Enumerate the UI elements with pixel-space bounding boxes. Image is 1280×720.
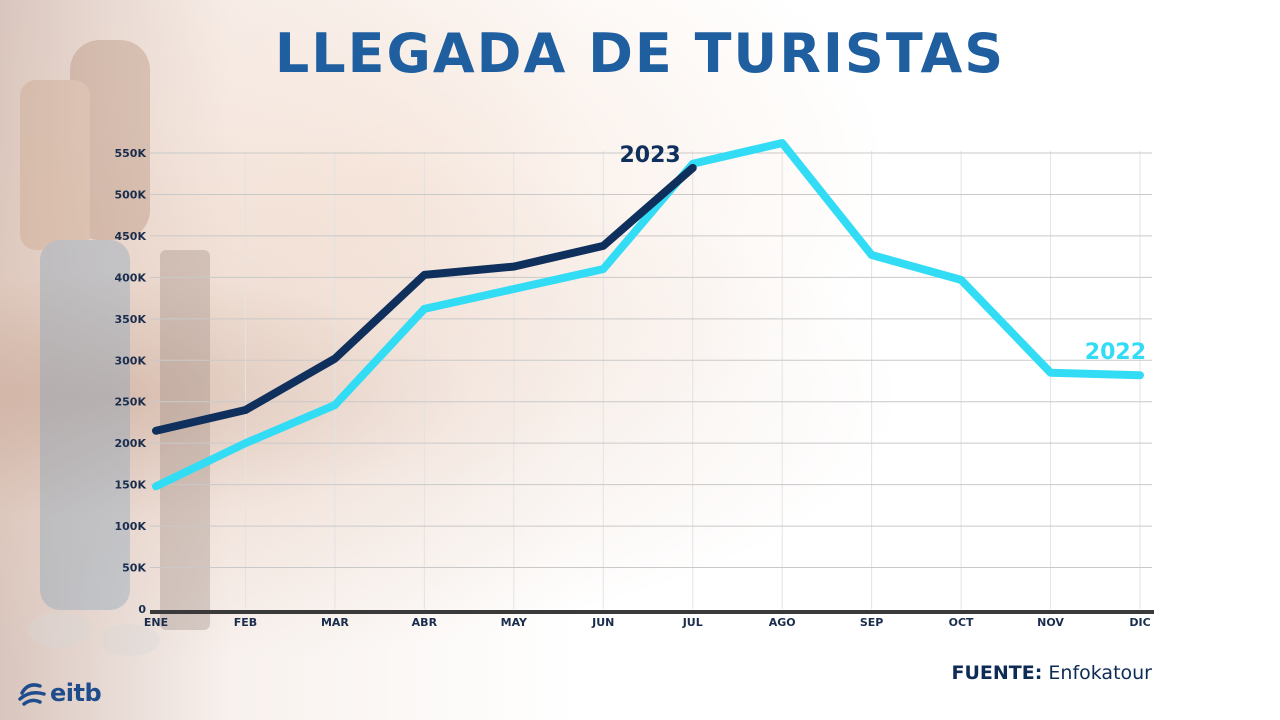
- y-tick-label: 200K: [115, 437, 147, 450]
- y-tick-label: 350K: [115, 313, 147, 326]
- x-tick-label: FEB: [234, 616, 257, 629]
- x-tick-label: SEP: [860, 616, 884, 629]
- x-tick-label: DIC: [1129, 616, 1150, 629]
- y-tick-label: 300K: [115, 354, 147, 367]
- series-line-2022: [152, 139, 1144, 491]
- y-tick-label: 450K: [115, 230, 147, 243]
- series-label-2023: 2023: [619, 143, 680, 168]
- y-tick-label: 150K: [115, 479, 147, 492]
- x-tick-label: MAR: [321, 616, 349, 629]
- y-tick-label: 0: [138, 603, 146, 616]
- traveler-silhouette: [20, 40, 210, 656]
- x-tick-label: AGO: [769, 616, 796, 629]
- y-tick-label: 250K: [115, 396, 147, 409]
- x-tick-label: OCT: [949, 616, 974, 629]
- x-tick-label: NOV: [1037, 616, 1064, 629]
- y-tick-label: 100K: [115, 520, 147, 533]
- page-title: LLEGADA DE TURISTAS: [274, 22, 1006, 85]
- x-tick-label: MAY: [501, 616, 528, 629]
- x-tick-label: JUL: [682, 616, 703, 629]
- y-tick-label: 500K: [115, 188, 147, 201]
- source-label: FUENTE:: [951, 662, 1043, 684]
- eitb-logo-text: eitb: [50, 679, 102, 707]
- y-tick-label: 400K: [115, 271, 147, 284]
- source-credit: FUENTE: Enfokatour: [952, 662, 1152, 684]
- x-tick-label: ABR: [412, 616, 438, 629]
- y-tick-label: 50K: [122, 562, 146, 575]
- eitb-logo-mark-icon: [18, 683, 46, 706]
- y-tick-label: 550K: [115, 147, 147, 160]
- series-line-2023: [152, 163, 697, 435]
- source-value: Enfokatour: [1048, 662, 1152, 684]
- series-label-2022: 2022: [1085, 340, 1146, 365]
- x-tick-label: JUN: [591, 616, 614, 629]
- x-tick-label: ENE: [144, 616, 168, 629]
- eitb-logo: eitb: [18, 676, 102, 710]
